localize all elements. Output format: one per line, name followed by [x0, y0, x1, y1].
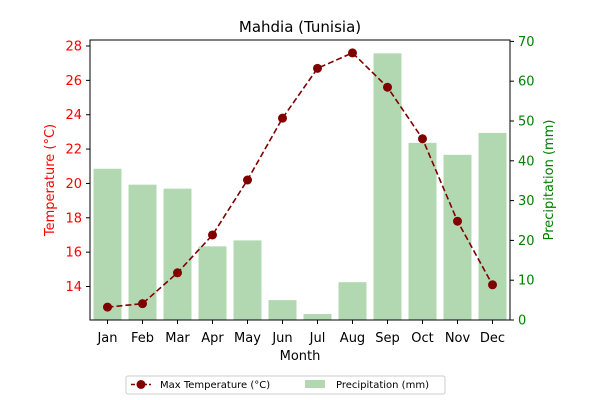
x-tick-label: Oct: [411, 331, 433, 346]
left-y-tick-label: 22: [65, 143, 82, 158]
temperature-point-sep: [383, 82, 392, 92]
x-axis-label: Month: [280, 349, 321, 364]
x-tick-label: Dec: [480, 331, 505, 346]
precipitation-bar-aug: [338, 282, 367, 320]
temperature-point-jan: [103, 302, 112, 312]
x-tick-label: Aug: [340, 331, 365, 346]
x-tick-label: Feb: [131, 331, 154, 346]
temperature-point-jul: [313, 63, 322, 73]
right-y-tick-label: 50: [518, 114, 535, 129]
temperature-point-nov: [453, 216, 462, 226]
left-y-tick-label: 18: [65, 211, 82, 226]
precipitation-bar-jul: [303, 314, 332, 320]
left-y-axis: 14 16 18 20 22 24 26 28: [65, 40, 90, 295]
chart-title: Mahdia (Tunisia): [239, 18, 361, 36]
temperature-point-apr: [208, 230, 217, 240]
temperature-point-dec: [488, 280, 497, 290]
temperature-point-aug: [348, 48, 357, 58]
legend-label-temperature: Max Temperature (°C): [160, 380, 270, 391]
precipitation-bar-mar: [163, 188, 192, 320]
right-y-axis: 0 10 20 30 40 50 60 70: [510, 35, 535, 329]
x-tick-label: Jul: [309, 331, 326, 346]
precipitation-bar-dec: [478, 132, 507, 320]
precipitation-bar-sep: [373, 53, 402, 320]
legend: Max Temperature (°C) Precipitation (mm): [125, 375, 446, 395]
temperature-point-jun: [278, 113, 287, 123]
bars-layer: [93, 53, 507, 320]
x-tick-label: Sep: [375, 331, 400, 346]
left-y-tick-label: 14: [65, 280, 82, 295]
legend-label-precipitation: Precipitation (mm): [336, 380, 429, 391]
plot-frame: [89, 39, 511, 321]
x-axis: Jan Feb Mar Apr May Jun Jul Aug Sep Oct Nov Dec: [96, 320, 505, 346]
left-y-tick-label: 26: [65, 74, 82, 89]
precipitation-bar-feb: [128, 184, 157, 320]
precipitation-bar-may: [233, 240, 262, 320]
precipitation-bar-jan: [93, 168, 122, 320]
right-y-tick-label: 20: [518, 234, 535, 249]
temperature-point-may: [243, 175, 252, 185]
left-y-tick-label: 16: [65, 246, 82, 261]
x-tick-label: May: [234, 331, 261, 346]
right-y-tick-label: 10: [518, 274, 535, 289]
x-tick-label: Jan: [96, 331, 117, 346]
precipitation-bar-apr: [198, 246, 227, 320]
right-y-tick-label: 60: [518, 75, 535, 90]
temperature-line: [107, 51, 494, 308]
x-tick-label: Mar: [165, 331, 190, 346]
temperature-point-feb: [138, 299, 147, 309]
precipitation-bar-oct: [408, 142, 437, 320]
left-y-tick-label: 20: [65, 177, 82, 192]
legend-bar-swatch: [305, 380, 325, 388]
x-tick-label: Jun: [271, 331, 292, 346]
x-tick-label: Nov: [445, 331, 471, 346]
left-y-tick-label: 24: [65, 108, 82, 123]
temperature-point-mar: [173, 268, 182, 278]
legend-line-marker: [136, 380, 146, 389]
line-layer: [103, 48, 497, 312]
x-tick-label: Apr: [201, 331, 224, 346]
right-y-tick-label: 0: [518, 314, 526, 329]
right-y-tick-label: 70: [518, 35, 535, 50]
right-y-axis-label: Precipitation (mm): [542, 120, 557, 241]
left-y-axis-label: Temperature (°C): [43, 124, 58, 237]
legend-frame: [125, 375, 446, 395]
right-y-tick-label: 40: [518, 154, 535, 169]
right-y-tick-label: 30: [518, 194, 535, 209]
temperature-point-oct: [418, 134, 427, 144]
left-y-tick-label: 28: [65, 40, 82, 55]
precipitation-bar-jun: [268, 300, 297, 320]
